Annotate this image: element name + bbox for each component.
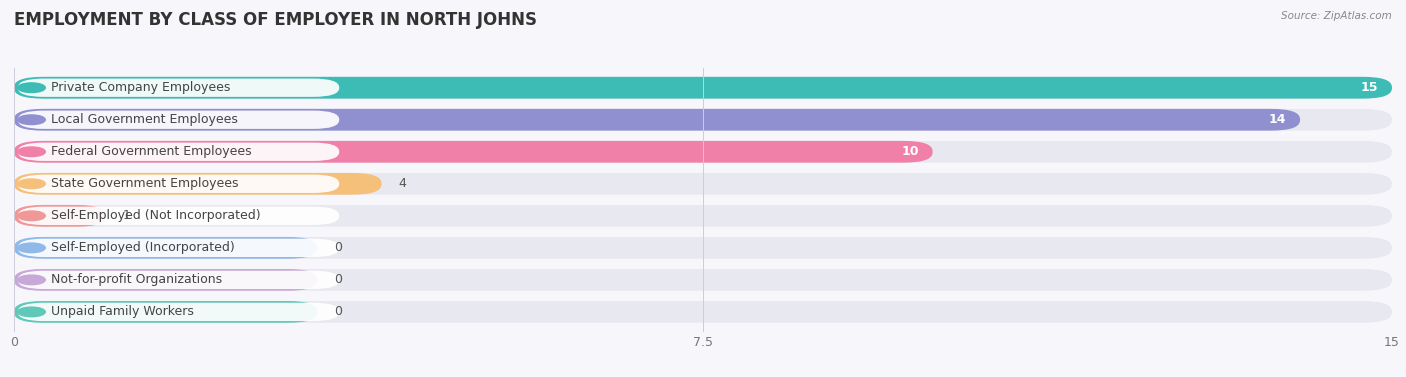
Circle shape xyxy=(18,307,45,317)
Text: 10: 10 xyxy=(901,145,920,158)
FancyBboxPatch shape xyxy=(14,205,105,227)
FancyBboxPatch shape xyxy=(14,109,1392,131)
FancyBboxPatch shape xyxy=(14,173,381,195)
FancyBboxPatch shape xyxy=(14,237,318,259)
FancyBboxPatch shape xyxy=(14,77,1392,99)
FancyBboxPatch shape xyxy=(14,269,318,291)
Text: Private Company Employees: Private Company Employees xyxy=(51,81,231,94)
Text: 0: 0 xyxy=(333,273,342,287)
Text: Not-for-profit Organizations: Not-for-profit Organizations xyxy=(51,273,222,287)
Circle shape xyxy=(18,115,45,124)
Text: Self-Employed (Incorporated): Self-Employed (Incorporated) xyxy=(51,241,235,254)
Text: 15: 15 xyxy=(1361,81,1378,94)
FancyBboxPatch shape xyxy=(14,205,1392,227)
Text: 0: 0 xyxy=(333,241,342,254)
FancyBboxPatch shape xyxy=(18,303,339,321)
Text: Unpaid Family Workers: Unpaid Family Workers xyxy=(51,305,194,319)
Text: State Government Employees: State Government Employees xyxy=(51,177,238,190)
Text: 0: 0 xyxy=(333,305,342,319)
FancyBboxPatch shape xyxy=(18,239,339,257)
Circle shape xyxy=(18,179,45,188)
FancyBboxPatch shape xyxy=(14,141,1392,162)
Text: Source: ZipAtlas.com: Source: ZipAtlas.com xyxy=(1281,11,1392,21)
Circle shape xyxy=(18,275,45,285)
FancyBboxPatch shape xyxy=(14,173,1392,195)
Text: 1: 1 xyxy=(122,209,131,222)
FancyBboxPatch shape xyxy=(14,77,1392,99)
FancyBboxPatch shape xyxy=(14,301,1392,323)
FancyBboxPatch shape xyxy=(18,207,339,225)
FancyBboxPatch shape xyxy=(14,109,1301,131)
Text: EMPLOYMENT BY CLASS OF EMPLOYER IN NORTH JOHNS: EMPLOYMENT BY CLASS OF EMPLOYER IN NORTH… xyxy=(14,11,537,29)
Circle shape xyxy=(18,243,45,253)
Text: Federal Government Employees: Federal Government Employees xyxy=(51,145,252,158)
FancyBboxPatch shape xyxy=(18,78,339,97)
FancyBboxPatch shape xyxy=(18,271,339,289)
Text: 14: 14 xyxy=(1268,113,1286,126)
Circle shape xyxy=(18,83,45,92)
FancyBboxPatch shape xyxy=(14,141,932,162)
Text: Local Government Employees: Local Government Employees xyxy=(51,113,238,126)
FancyBboxPatch shape xyxy=(14,301,318,323)
FancyBboxPatch shape xyxy=(18,143,339,161)
FancyBboxPatch shape xyxy=(18,110,339,129)
Circle shape xyxy=(18,147,45,156)
Circle shape xyxy=(18,211,45,221)
Text: 4: 4 xyxy=(398,177,406,190)
FancyBboxPatch shape xyxy=(18,175,339,193)
FancyBboxPatch shape xyxy=(14,237,1392,259)
FancyBboxPatch shape xyxy=(14,269,1392,291)
Text: Self-Employed (Not Incorporated): Self-Employed (Not Incorporated) xyxy=(51,209,260,222)
